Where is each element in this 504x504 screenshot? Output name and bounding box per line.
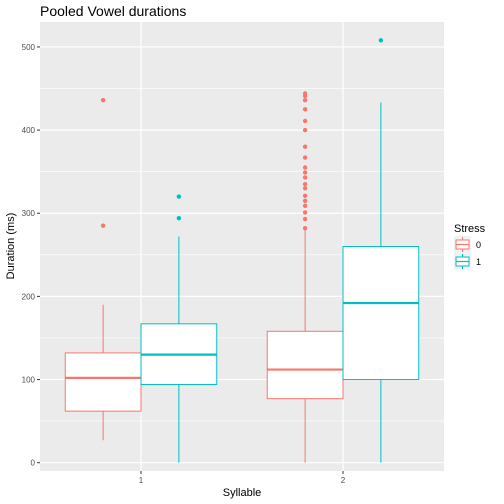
x-axis-label: Syllable xyxy=(223,487,262,499)
x-tick-label: 1 xyxy=(139,476,144,485)
legend-key-0: 0 xyxy=(454,236,481,253)
outlier-point xyxy=(302,165,308,170)
outlier-point xyxy=(302,175,308,180)
box-stress-0-syllable-2 xyxy=(266,91,344,463)
outlier-point xyxy=(302,193,308,198)
y-axis-label: Duration (ms) xyxy=(5,213,17,280)
legend: Stress 0 1 xyxy=(454,223,486,270)
x-tick-label: 2 xyxy=(341,476,346,485)
y-tick-label: 500 xyxy=(22,43,36,52)
outlier-point xyxy=(302,186,308,191)
outlier-point xyxy=(302,144,308,149)
legend-key-1: 1 xyxy=(454,253,481,270)
outlier-point xyxy=(302,210,308,215)
chart-title: Pooled Vowel durations xyxy=(40,3,186,19)
y-tick-label: 400 xyxy=(22,126,36,135)
iqr-box xyxy=(64,352,142,412)
outlier-point xyxy=(302,155,308,160)
box-stress-1-syllable-2 xyxy=(342,38,420,463)
outlier-point xyxy=(100,97,106,103)
outlier-point xyxy=(176,216,182,221)
y-tick-label: 100 xyxy=(22,376,36,385)
y-axis: 0 100 200 300 400 500 xyxy=(22,43,40,468)
outlier-point xyxy=(302,181,308,187)
y-tick-label: 200 xyxy=(22,292,36,301)
outlier-point xyxy=(302,226,308,231)
outlier-point xyxy=(302,216,308,222)
outlier-point xyxy=(302,203,308,208)
outlier-point xyxy=(302,170,308,175)
boxes-layer xyxy=(64,38,420,463)
outlier-point xyxy=(302,107,308,112)
legend-label: 0 xyxy=(476,240,481,250)
outlier-point xyxy=(176,194,182,199)
outlier-point xyxy=(302,91,308,96)
outlier-point xyxy=(302,127,308,133)
iqr-box xyxy=(266,330,344,400)
y-tick-label: 300 xyxy=(22,209,36,218)
legend-label: 1 xyxy=(476,257,481,267)
outlier-point xyxy=(302,118,308,124)
outlier-point xyxy=(378,38,384,43)
box-stress-0-syllable-1 xyxy=(64,97,142,441)
y-tick-label: 0 xyxy=(31,459,36,468)
iqr-box xyxy=(342,246,420,381)
outlier-point xyxy=(302,198,308,203)
box-stress-1-syllable-1 xyxy=(140,194,218,463)
outlier-point xyxy=(302,97,308,103)
legend-title: Stress xyxy=(454,223,486,235)
outlier-point xyxy=(100,223,106,228)
